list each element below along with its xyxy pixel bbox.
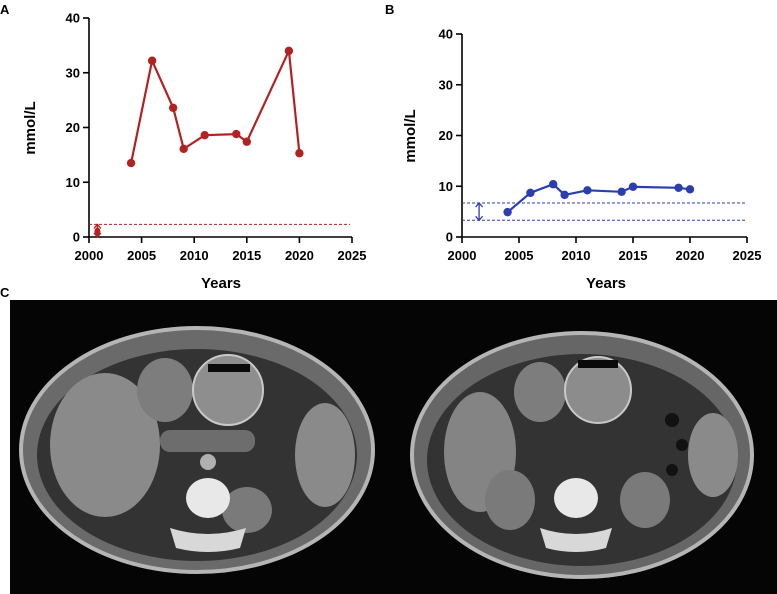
chart-b-x-tick-label: 2020	[676, 248, 705, 263]
chart-a-y-tick-label: 20	[66, 120, 80, 135]
chart-b-data-point	[674, 183, 683, 192]
chart-a-x-tick-label: 2015	[232, 248, 261, 263]
chart-a-range-arrow-bottom	[93, 232, 102, 238]
chart-b-data-point	[685, 185, 695, 194]
chart-b-y-tick-label: 30	[439, 77, 453, 92]
chart-a-x-tick-label: 2020	[285, 248, 314, 263]
chart-a-data-point	[232, 129, 241, 139]
chart-a-y-title: mmol/L	[22, 101, 39, 154]
chart-b-data-point	[560, 190, 569, 200]
chart-a-x-tick-label: 2000	[75, 248, 104, 263]
chart-a-range-arrow-top	[93, 223, 102, 229]
panel-label-a: A	[0, 2, 10, 17]
chart-b-data-point	[503, 207, 512, 217]
chart-b-y-title: mmol/L	[402, 109, 419, 162]
ct-scan-left	[19, 326, 375, 574]
chart-b-data-point	[583, 186, 592, 195]
chart-b-range-arrow-top	[475, 202, 484, 208]
chart-b-data-point	[526, 188, 535, 198]
chart-a-data-point	[284, 46, 294, 56]
chart-a-data-point	[179, 144, 188, 154]
chart-a-data-point	[168, 103, 178, 112]
chart-a-data-point	[295, 149, 304, 158]
chart-a-x-tick-label: 2025	[338, 248, 367, 263]
ct-panel	[10, 300, 777, 594]
chart-b-x-title: Years	[586, 275, 626, 292]
chart-b-x-tick-label: 2005	[505, 248, 534, 263]
chart-b-x-tick-label: 2025	[733, 248, 762, 263]
chart-a-y-tick-label: 10	[66, 175, 80, 190]
ct-scan-right	[410, 331, 754, 579]
chart-b-x-tick-label: 2015	[619, 248, 648, 263]
chart-a-x-tick-label: 2005	[127, 248, 156, 263]
chart-a-range-point	[94, 227, 101, 236]
chart-b-x-tick-label: 2000	[448, 248, 477, 263]
chart-a-series-line	[130, 46, 301, 164]
chart-a-data-point	[126, 158, 136, 168]
chart-b-data-point	[617, 187, 626, 197]
chart-b-data-point	[549, 180, 558, 189]
chart-a-data-point	[147, 56, 157, 65]
chart-b-series-line	[506, 182, 691, 213]
panel-label-c: C	[0, 285, 10, 300]
chart-b-y-tick-label: 0	[446, 230, 453, 245]
chart-a-y-tick-label: 40	[66, 11, 80, 26]
chart-b-x-tick-label: 2010	[562, 248, 591, 263]
chart-b-y-tick-label: 40	[439, 27, 453, 42]
chart-b-data-point	[628, 182, 638, 191]
chart-b-range-arrow-bottom	[475, 215, 484, 222]
chart-a-x-title: Years	[201, 275, 241, 292]
chart-a-y-tick-label: 30	[66, 65, 80, 80]
panel-label-b: B	[385, 2, 394, 17]
chart-a-data-point	[200, 130, 209, 140]
chart-b-y-tick-label: 20	[439, 128, 453, 143]
chart-b-y-tick-label: 10	[439, 179, 453, 194]
chart-a-x-tick-label: 2010	[180, 248, 209, 263]
chart-a-y-tick-label: 0	[73, 230, 80, 245]
chart-a-data-point	[242, 137, 251, 146]
